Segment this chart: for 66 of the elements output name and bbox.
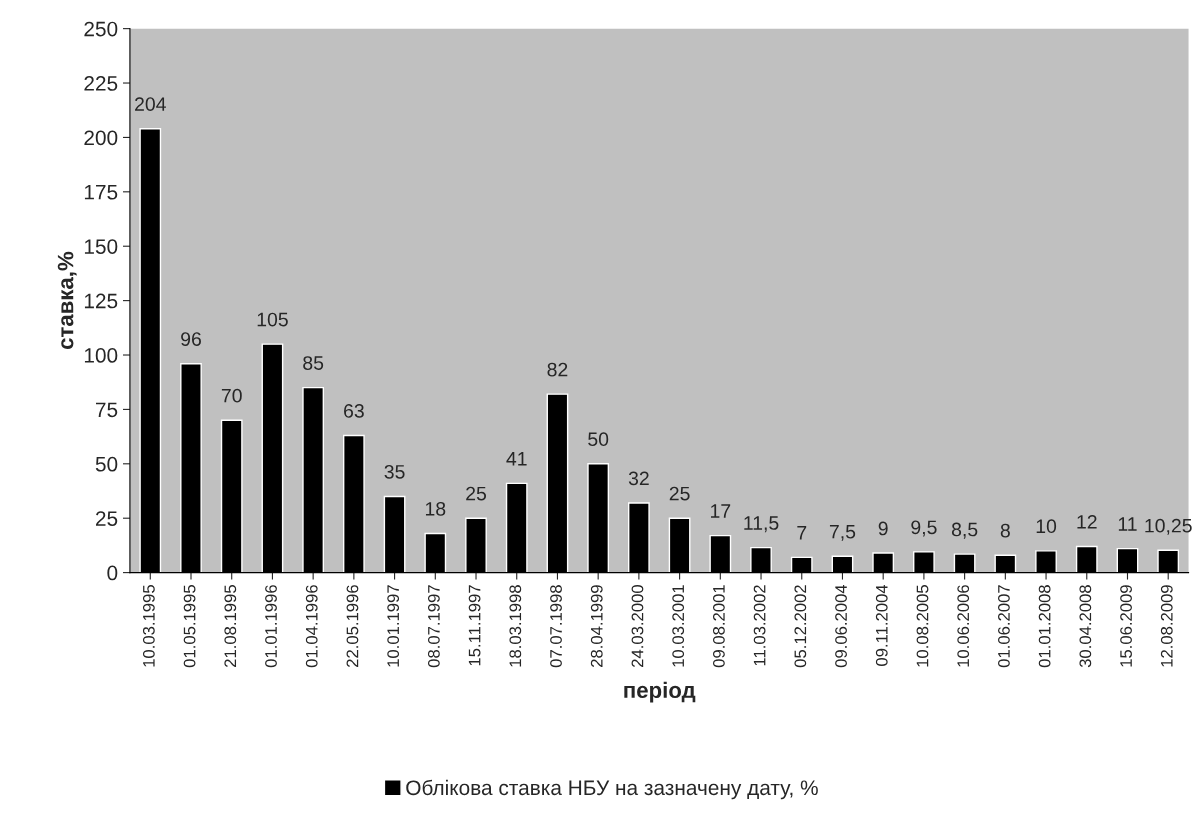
data-label: 82 [547, 362, 568, 377]
x-tick-label: 01.05.1995 [183, 585, 196, 668]
data-label: 32 [628, 471, 649, 486]
x-tick-label: 01.01.2008 [1038, 585, 1051, 668]
x-tick-label: 21.08.1995 [224, 585, 237, 667]
data-label: 9,5 [911, 520, 937, 537]
data-label: 8 [1000, 523, 1010, 538]
data-label: 10,25 [1145, 518, 1192, 535]
x-tick-label: 10.01.1997 [387, 585, 400, 667]
data-label: 25 [466, 486, 487, 501]
data-label: 11,5 [744, 516, 779, 533]
x-tick-label: 01.06.2007 [998, 585, 1010, 668]
x-axis-title: період [624, 681, 696, 703]
x-tick-label: 12.08.2009 [1160, 585, 1173, 667]
x-tick-label: 09.06.2004 [835, 584, 847, 668]
data-label: 8,5 [951, 522, 978, 539]
data-label: 25 [669, 486, 690, 501]
x-tick-label: 30.04.2008 [1079, 585, 1092, 668]
data-label: 105 [257, 312, 288, 327]
data-label: 7,5 [829, 524, 856, 541]
data-label: 7 [797, 526, 807, 540]
x-tick-label: 10.08.2005 [916, 585, 929, 667]
data-label: 11 [1118, 517, 1137, 531]
x-tick-label: 01.01.1996 [265, 585, 277, 668]
x-tick-label: 22.05.1996 [346, 585, 359, 667]
data-label: 70 [221, 388, 242, 403]
y-tick-label: 125 [84, 293, 118, 309]
x-tick-label: 28.04.1999 [590, 585, 603, 667]
x-tick-label: 18.03.1998 [509, 585, 522, 667]
x-tick-label: 10.06.2006 [957, 585, 970, 667]
data-label: 85 [303, 356, 324, 370]
y-tick-label: 225 [84, 76, 118, 91]
x-tick-label: 10.03.1995 [142, 585, 155, 667]
data-label: 18 [425, 501, 446, 516]
data-label: 204 [135, 97, 166, 111]
data-label: 17 [710, 504, 731, 518]
data-label: 9 [878, 521, 888, 536]
data-label: 50 [588, 432, 609, 447]
x-tick-label: 01.04.1996 [305, 585, 318, 668]
y-tick-label: 25 [96, 511, 118, 526]
legend-label: Облікова ставка НБУ на зазначену дату, % [406, 779, 818, 800]
x-tick-label: 08.07.1997 [427, 585, 440, 668]
y-tick-label: 150 [84, 239, 118, 254]
y-tick-label: 100 [84, 348, 118, 363]
data-label: 35 [384, 464, 405, 479]
x-tick-label: 09.08.2001 [712, 585, 725, 668]
y-tick-label: 0 [107, 565, 118, 581]
x-tick-label: 24.03.2000 [631, 585, 644, 667]
y-tick-label: 50 [95, 456, 118, 472]
x-tick-label: 15.06.2009 [1120, 585, 1132, 667]
y-tick-label: 250 [84, 21, 118, 37]
x-tick-label: 07.07.1998 [550, 585, 562, 668]
x-tick-label: 10.03.2001 [672, 585, 685, 667]
y-tick-label: 75 [96, 402, 118, 418]
y-axis-title: ставка,% [57, 251, 77, 350]
y-tick-label: 175 [84, 185, 118, 200]
data-label: 41 [506, 452, 527, 466]
x-tick-label: 09.11.2004 [875, 584, 888, 666]
x-tick-label: 05.12.2002 [794, 585, 807, 668]
y-tick-label: 200 [84, 130, 118, 146]
data-label: 63 [344, 404, 364, 418]
data-label: 96 [181, 332, 201, 346]
data-label: 12 [1077, 514, 1097, 529]
x-tick-label: 11.03.2002 [753, 585, 766, 666]
x-tick-label: 15.11.1997 [468, 585, 481, 666]
data-label: 10 [1036, 519, 1057, 534]
